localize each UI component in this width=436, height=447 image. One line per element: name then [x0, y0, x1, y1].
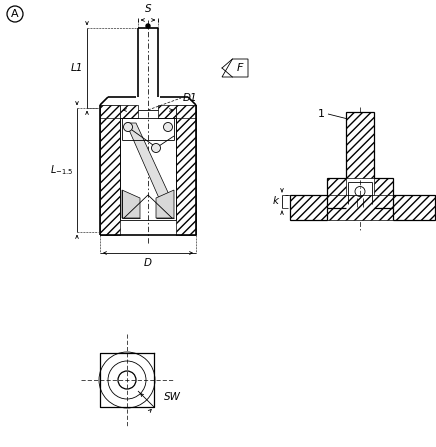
Text: D: D — [144, 258, 152, 268]
Bar — [374, 178, 393, 208]
Text: F: F — [237, 63, 243, 73]
Text: A: A — [11, 9, 19, 19]
Bar — [176, 105, 196, 118]
Bar — [158, 105, 176, 118]
Bar — [176, 105, 196, 235]
Text: 1: 1 — [318, 109, 325, 119]
Circle shape — [164, 122, 173, 131]
Polygon shape — [126, 123, 172, 205]
Text: $L_{-1.5}$: $L_{-1.5}$ — [50, 163, 73, 177]
Bar — [100, 105, 120, 235]
Circle shape — [123, 122, 133, 131]
Bar — [327, 178, 346, 208]
Text: k: k — [273, 196, 279, 206]
Circle shape — [151, 143, 160, 152]
Text: S: S — [145, 4, 151, 14]
Text: D1: D1 — [183, 93, 198, 103]
Text: SW: SW — [164, 392, 181, 402]
Polygon shape — [156, 190, 174, 218]
Text: L1: L1 — [71, 63, 83, 73]
Polygon shape — [122, 190, 140, 218]
Bar — [290, 195, 435, 220]
Bar — [346, 112, 374, 178]
Bar — [100, 105, 120, 118]
Bar — [120, 105, 138, 118]
Circle shape — [146, 24, 150, 28]
